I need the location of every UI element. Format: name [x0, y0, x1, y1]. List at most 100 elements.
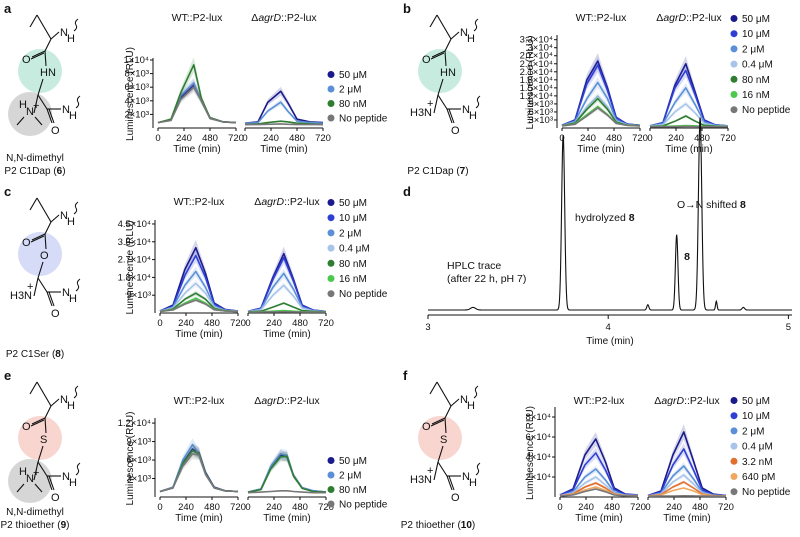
charge-plus: + — [33, 467, 39, 479]
highlight-circle — [18, 416, 62, 460]
series-line — [244, 90, 324, 124]
annotation-shifted: O→N shifted 8 — [677, 199, 746, 211]
atom-label-h: H — [467, 33, 475, 45]
x-axis-label: Time (min) — [175, 329, 222, 340]
bond — [436, 14, 445, 28]
y-axis-label: Luminescence (RLU) — [125, 47, 136, 141]
series-band — [160, 438, 238, 493]
wavy-bond — [73, 201, 79, 215]
atom-label-h: H — [19, 99, 27, 111]
highlight-circle — [18, 232, 62, 276]
bond — [444, 417, 447, 434]
legend-label: 16 nM — [742, 90, 770, 101]
legend-label: No peptide — [742, 487, 791, 498]
charge-plus: + — [33, 100, 39, 112]
bond — [433, 461, 439, 481]
bond — [50, 398, 60, 407]
bond — [46, 108, 53, 124]
bond — [31, 417, 46, 425]
bond — [31, 50, 46, 58]
bond — [46, 475, 53, 491]
series-line — [247, 256, 327, 313]
y-tick-label: 6×10⁴ — [526, 432, 551, 443]
bond — [429, 14, 438, 28]
atom-label-n: N — [460, 394, 468, 406]
highlight-circle — [418, 49, 462, 93]
y-tick-label: 3×10³ — [126, 474, 151, 485]
x-tick-label: 0 — [157, 318, 162, 329]
x-tick-label: 720 — [718, 502, 734, 513]
legend-label: 3.2 nM — [742, 457, 773, 468]
bond — [16, 116, 25, 126]
caption-c: P2 C1Ser (8) — [6, 349, 64, 360]
x-tick-label: 240 — [668, 133, 684, 144]
bond — [34, 483, 43, 493]
series-band — [650, 56, 728, 127]
series-line — [247, 490, 326, 494]
highlight-circle — [18, 49, 62, 93]
y-tick-label: 1.5×10⁴ — [520, 83, 553, 94]
series-band — [245, 86, 323, 124]
bond — [446, 108, 453, 124]
series-band — [562, 57, 640, 126]
bond — [34, 116, 43, 126]
legend-label: 2 μM — [742, 426, 764, 437]
bond — [430, 419, 445, 427]
hplc-trace — [428, 117, 792, 311]
x-axis-label: Time (min) — [175, 513, 222, 524]
bond — [44, 233, 47, 250]
bond — [31, 233, 46, 241]
atom-label-o: O — [51, 492, 60, 504]
atom-label-n: N — [62, 104, 70, 116]
x-tick-label: 0 — [157, 502, 162, 513]
y-tick-label: 3.6×10⁴ — [118, 237, 151, 248]
atom-label-n: N — [62, 471, 70, 483]
panel-label-a: a — [4, 1, 12, 16]
y-tick-label: 6×10³ — [124, 82, 149, 93]
bond — [37, 78, 44, 96]
bond — [50, 214, 60, 223]
legend-marker — [327, 229, 335, 237]
y-tick-label: 4.5×10⁴ — [118, 219, 151, 230]
legend-marker — [327, 259, 335, 267]
bond — [29, 381, 38, 395]
series-line — [159, 299, 239, 313]
legend-label: 16 nM — [339, 274, 367, 285]
chart-f: Luminescence (RLU)2×10⁴ 4×10⁴ 6×10⁴ 8×10⁴ WT… — [525, 395, 791, 524]
legend-marker — [327, 85, 335, 93]
x-tick-label: 0 — [645, 502, 650, 513]
bond — [43, 209, 52, 223]
y-tick-label: 2.7×10⁴ — [118, 255, 151, 266]
legend-marker — [327, 114, 335, 122]
caption-a-line1: N,N-dimethyl — [6, 153, 64, 164]
atom-label-linker: S — [440, 434, 447, 446]
bond — [44, 50, 47, 67]
bond — [44, 417, 47, 434]
x-tick-label: 480 — [204, 318, 220, 329]
atom-label-h: H — [69, 477, 77, 489]
subplot-title: ΔagrD::P2-lux — [251, 12, 317, 24]
atom-label-o: O — [51, 308, 60, 320]
bond — [48, 108, 55, 124]
series-line — [245, 123, 323, 126]
bond — [437, 445, 444, 463]
legend-label: 10 μM — [742, 29, 770, 40]
series-band — [248, 251, 326, 312]
y-axis-label: Luminescence (RLU) — [125, 221, 136, 315]
bond — [450, 398, 460, 407]
subplot-title: ΔagrD::P2-lux — [654, 395, 720, 407]
bond — [44, 221, 52, 235]
bond — [43, 393, 52, 407]
bond — [448, 475, 455, 491]
legend-label: 50 μM — [339, 198, 367, 209]
legend-marker — [327, 500, 335, 508]
bond — [450, 31, 460, 40]
subplot-title: ΔagrD::P2-lux — [656, 12, 722, 24]
series-line — [559, 468, 639, 497]
atom-label-h: H — [467, 400, 475, 412]
y-tick-label: 2.1×10⁴ — [520, 67, 553, 78]
bond — [48, 475, 55, 491]
